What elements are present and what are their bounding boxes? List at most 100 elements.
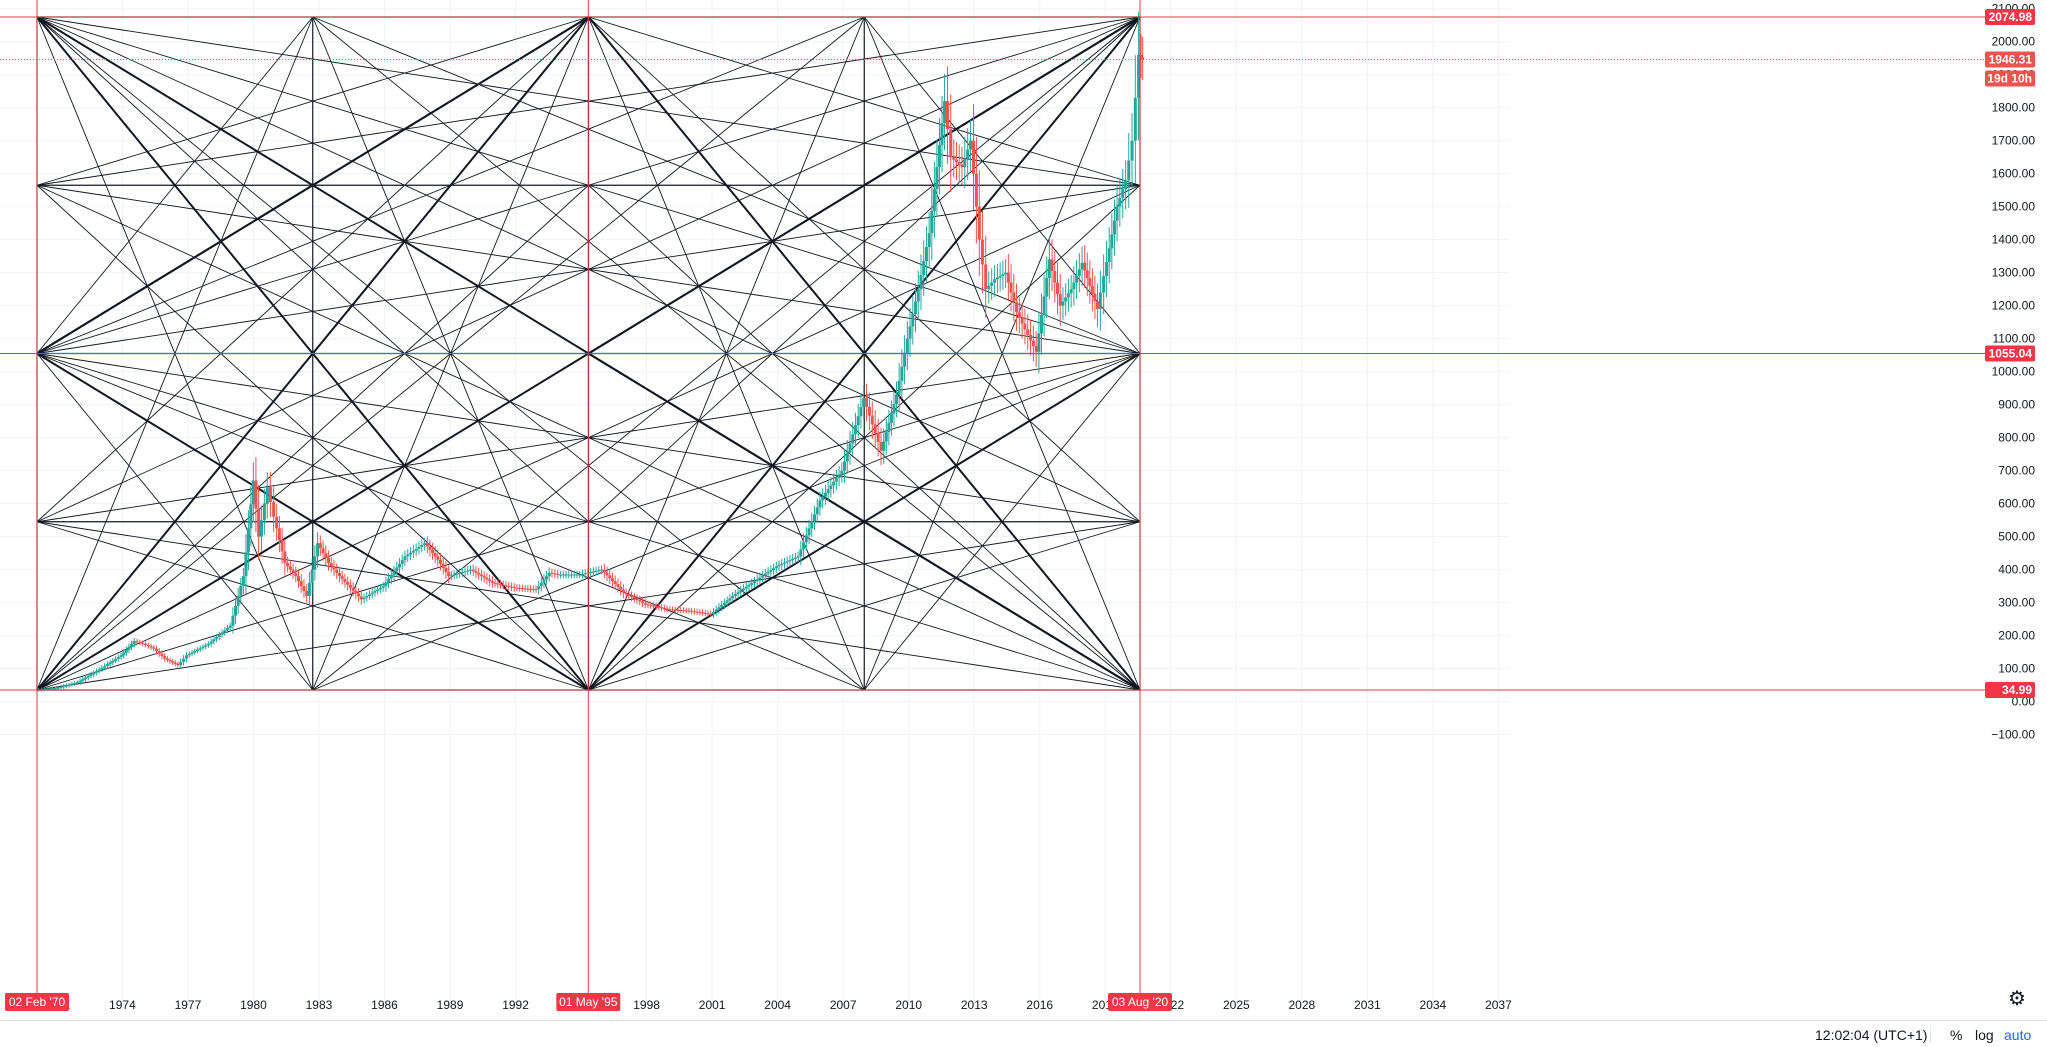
candle-body [493, 582, 497, 584]
candle-body [400, 560, 404, 564]
candle-body [914, 301, 918, 314]
candle-body [1118, 197, 1122, 207]
candle-body [367, 594, 371, 596]
candle-body [733, 594, 737, 596]
candle-body [572, 574, 576, 576]
log-scale-button[interactable]: log [1975, 1027, 1994, 1043]
candle-body [646, 604, 650, 606]
candle-body [1115, 206, 1119, 221]
candle-body [908, 326, 912, 339]
candle-body [864, 398, 868, 407]
candle-body [444, 567, 448, 573]
candle-body [1066, 293, 1070, 298]
candle-body [130, 644, 134, 647]
price-badge [1985, 682, 2035, 698]
candle-body [291, 569, 295, 573]
candle-body [195, 649, 199, 652]
candle-body [354, 590, 358, 594]
candle-body [821, 496, 825, 501]
candle-body [515, 587, 519, 589]
auto-scale-button[interactable]: auto [2004, 1027, 2032, 1043]
y-tick-label: 1700.00 [1992, 134, 2036, 148]
candle-body [1102, 275, 1106, 293]
candle-body [223, 630, 227, 633]
candle-body [1001, 274, 1005, 276]
candle-body [564, 574, 568, 576]
candle-body [447, 572, 451, 577]
candle-body [796, 556, 800, 558]
candle-body [329, 562, 333, 567]
candle-body [335, 569, 339, 573]
candle-body [477, 572, 481, 575]
candle-body [226, 627, 230, 631]
candle-body [977, 206, 981, 240]
time-axis[interactable]: 1974 1977 1980 1983 1986 1989 1992 1998 2001 2004… [5, 993, 1512, 1012]
candle-body [173, 662, 177, 664]
candle-body [969, 140, 973, 150]
candle-body [504, 585, 508, 587]
candle-body [578, 574, 582, 576]
candle-body [275, 516, 279, 529]
x-tick-label: 2031 [1354, 998, 1381, 1012]
candle-body [870, 415, 874, 425]
candle-body [867, 406, 871, 416]
candle-body [957, 162, 961, 165]
gann-line [36, 352, 590, 691]
candle-body [403, 556, 407, 561]
price-axis[interactable]: 2100.002000.001900.001800.001700.001600.… [1985, 2, 2035, 742]
candle-body [589, 572, 593, 574]
candle-body [381, 586, 385, 588]
candle-body [220, 632, 224, 635]
gear-icon[interactable]: ⚙ [2008, 988, 2026, 1010]
candle-body [420, 545, 424, 547]
candle-body [993, 279, 997, 283]
candle-body [1055, 282, 1059, 295]
candle-body [583, 573, 587, 575]
candle-body [911, 313, 915, 327]
candle-body [67, 684, 71, 686]
x-tick-label: 2013 [961, 998, 988, 1012]
candle-body [1017, 312, 1021, 318]
candle-body [499, 584, 503, 586]
candle-body [228, 625, 232, 628]
y-tick-label: 1600.00 [1992, 167, 2036, 181]
candle-body [709, 613, 713, 615]
gann-line [588, 521, 1141, 691]
candle-body [149, 646, 153, 648]
candle-body [673, 609, 677, 611]
candle-body [310, 569, 314, 583]
candle-body [449, 575, 453, 577]
candle-body [952, 157, 956, 160]
time-badge-label: 01 May '95 [559, 995, 618, 1009]
price-chart[interactable]: 2100.002000.001900.001800.001700.001600.… [0, 0, 2047, 1020]
y-tick-label: 200.00 [1998, 629, 2035, 643]
candle-body [316, 543, 320, 557]
candle-body [761, 575, 765, 578]
candle-body [423, 543, 427, 546]
candle-body [157, 651, 161, 654]
candle-body [665, 608, 669, 610]
x-tick-label: 1980 [240, 998, 267, 1012]
candle-body [51, 688, 55, 690]
candle-body [627, 594, 631, 596]
candle-body [703, 612, 707, 614]
candle-body [411, 550, 415, 553]
candle-body [643, 602, 647, 605]
candle-body [1020, 317, 1024, 324]
candle-body [105, 664, 109, 666]
candle-body [321, 548, 325, 554]
candle-body [679, 609, 683, 611]
candle-body [687, 610, 691, 612]
candle-body [204, 645, 208, 647]
x-tick-label: 2016 [1026, 998, 1053, 1012]
candle-body [512, 587, 516, 589]
horizontal-gridlines [0, 0, 1510, 1005]
candle-body [788, 560, 792, 562]
candle-body [496, 583, 500, 585]
candle-body [97, 669, 101, 672]
percent-scale-button[interactable]: % [1950, 1027, 1963, 1043]
time-badge [556, 993, 621, 1011]
footer-divider [1930, 1025, 1931, 1043]
x-tick-label: 2004 [764, 998, 791, 1012]
x-tick-label: 2007 [830, 998, 857, 1012]
